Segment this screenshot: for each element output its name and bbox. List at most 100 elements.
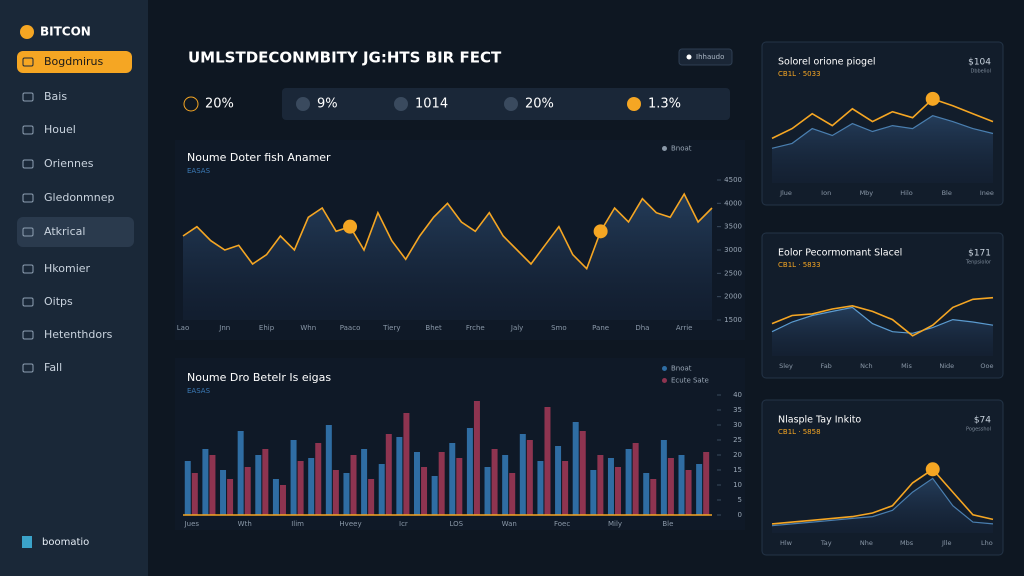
x-tick-label: Mby — [860, 189, 874, 197]
y-tick-label: 35 — [733, 406, 742, 414]
x-tick-label: Lho — [981, 539, 993, 547]
bar — [184, 461, 191, 515]
bar — [202, 449, 209, 515]
x-tick-label: Whn — [300, 324, 316, 332]
nav-icon — [22, 159, 34, 169]
bar — [315, 443, 322, 515]
y-tick-label: 2500 — [724, 269, 742, 277]
legend-swatch — [662, 146, 667, 151]
header-button[interactable] — [678, 48, 733, 66]
legend-label: Bnoat — [671, 145, 692, 153]
nav-item[interactable]: Hkomier — [44, 262, 91, 275]
chart-subtitle: EASAS — [187, 167, 211, 175]
bar — [244, 467, 251, 515]
card-value: $171 — [968, 249, 991, 259]
nav-icon — [22, 125, 34, 135]
bar — [272, 479, 279, 515]
legend-label: Bnoat — [671, 365, 692, 373]
highlight-point[interactable] — [925, 462, 940, 477]
nav-icon — [22, 193, 34, 203]
x-tick-label: Jues — [184, 520, 200, 528]
bar — [555, 446, 562, 515]
bar — [413, 452, 420, 515]
legend-label: Ecute Sate — [671, 377, 709, 385]
nav-item[interactable]: Gledonmnep — [44, 191, 114, 204]
bar — [615, 467, 622, 515]
bar — [678, 455, 685, 515]
nav-hover[interactable] — [17, 217, 134, 247]
y-tick-label: 0 — [738, 511, 742, 519]
highlight-point[interactable] — [593, 224, 608, 239]
x-tick-label: Inee — [980, 189, 994, 197]
x-tick-label: Lao — [177, 324, 189, 332]
x-tick-label: Ooe — [980, 362, 993, 370]
bar — [396, 437, 403, 515]
y-tick-label: 3500 — [724, 223, 742, 231]
nav-icon — [22, 297, 34, 307]
chart-title: Noume Doter fish Anamer — [187, 151, 331, 164]
stat-icon — [394, 97, 408, 111]
bar — [449, 443, 456, 515]
stat-icon — [296, 97, 310, 111]
nav-item[interactable]: Oitps — [44, 295, 73, 308]
stat-value: 20% — [205, 97, 234, 112]
nav-item[interactable]: Houel — [44, 123, 76, 136]
x-tick-label: Jlle — [941, 539, 952, 547]
stat-value: 1.3% — [648, 97, 681, 112]
nav-item[interactable]: Fall — [44, 361, 62, 374]
x-tick-label: Hlw — [780, 539, 793, 547]
nav-icon — [22, 57, 34, 67]
nav-active[interactable] — [17, 51, 132, 73]
stat-value: 1014 — [415, 97, 448, 112]
line — [182, 192, 713, 271]
nav-item[interactable]: Oriennes — [44, 157, 94, 170]
bar — [509, 473, 516, 515]
highlight-point[interactable] — [343, 219, 358, 234]
bar — [579, 431, 586, 515]
x-tick-label: Wan — [502, 520, 517, 528]
line — [771, 468, 994, 525]
x-tick-label: Jnn — [218, 324, 230, 332]
card-caption: Dbbeliol — [970, 69, 991, 75]
bar — [290, 440, 297, 515]
stat-icon — [627, 97, 641, 111]
bar — [343, 473, 350, 515]
y-tick-label: 2000 — [724, 293, 742, 301]
nav-item[interactable]: Atkrical — [44, 225, 85, 238]
bar — [237, 431, 244, 515]
nav-item[interactable]: Bogdmirus — [44, 55, 104, 68]
sidebar — [0, 0, 148, 576]
x-tick-label: Pane — [592, 324, 609, 332]
legend-swatch — [662, 366, 667, 371]
bar — [466, 428, 473, 515]
line-area — [183, 194, 712, 320]
x-tick-label: Nide — [939, 362, 954, 370]
bar — [519, 434, 526, 515]
footer-icon — [22, 536, 32, 548]
nav-item[interactable]: Hetenthdors — [44, 328, 113, 341]
bar — [537, 461, 544, 515]
x-tick-label: Tiery — [382, 324, 400, 332]
chart-title: Noume Dro Betelr Is eigas — [187, 371, 331, 384]
bar — [502, 455, 509, 515]
x-tick-label: LOS — [450, 520, 464, 528]
highlight-point[interactable] — [925, 91, 940, 106]
x-tick-label: Wth — [238, 520, 252, 528]
bar — [227, 479, 234, 515]
card-caption: Pogesshol — [966, 427, 991, 433]
nav-item[interactable]: Bais — [44, 90, 67, 103]
brand: BITCON — [40, 25, 91, 39]
bar — [209, 455, 216, 515]
x-tick-label: Dha — [635, 324, 649, 332]
x-tick-label: Icr — [399, 520, 408, 528]
stat-icon — [183, 96, 199, 112]
bar — [438, 452, 445, 515]
y-tick-label: 4000 — [724, 199, 742, 207]
bar — [473, 401, 480, 515]
y-tick-label: 4500 — [724, 176, 742, 184]
y-tick-label: 40 — [733, 391, 742, 399]
area — [772, 307, 993, 356]
x-tick-label: Frche — [466, 324, 485, 332]
bar — [255, 455, 262, 515]
